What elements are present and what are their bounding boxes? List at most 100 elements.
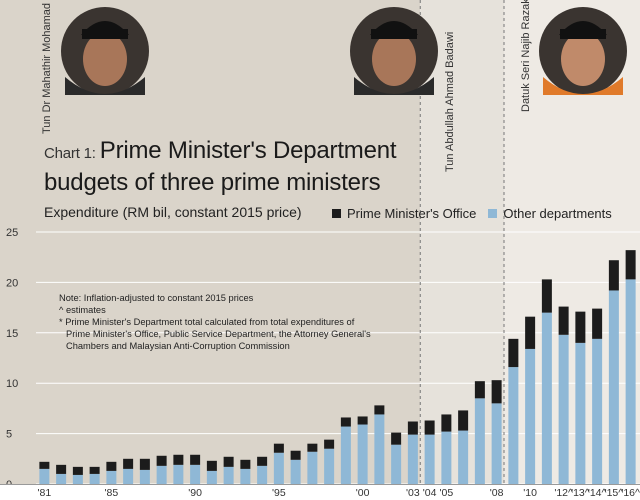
- bar-other-departments: [625, 279, 636, 484]
- bar-pm-office: [508, 338, 519, 368]
- bar-other-departments: [307, 451, 318, 484]
- bar-pm-office: [106, 461, 117, 471]
- legend-item-other: Other departments: [488, 206, 612, 221]
- chart-notes: Note: Inflation-adjusted to constant 201…: [59, 292, 409, 352]
- x-tick-label: '04: [423, 487, 437, 499]
- bar-pm-office: [190, 454, 201, 465]
- pm-name-abdullah: Tun Abdullah Ahmad Badawi: [444, 31, 456, 172]
- note-line: Chambers and Malaysian Anti-Corruption C…: [66, 341, 290, 351]
- x-tick-label: '95: [272, 487, 286, 499]
- note-line: Prime Minister's Office, Public Service …: [66, 329, 371, 339]
- bar-other-departments: [575, 342, 586, 484]
- bar-pm-office: [491, 380, 502, 404]
- bar-other-departments: [324, 448, 335, 484]
- y-tick-label: 20: [6, 277, 18, 289]
- pm-name-najib: Datuk Seri Najib Razak: [520, 0, 532, 112]
- x-tick-label: '00: [356, 487, 370, 499]
- note-line: ^ estimates: [59, 305, 106, 315]
- legend-label-pmo: Prime Minister's Office: [347, 206, 477, 221]
- bar-other-departments: [190, 464, 201, 484]
- x-tick-label: '13^: [571, 487, 590, 499]
- bar-pm-office: [240, 459, 251, 469]
- bar-other-departments: [340, 426, 351, 484]
- bar-pm-office: [173, 454, 184, 465]
- pm-name-mahathir: Tun Dr Mahathir Mohamad: [41, 2, 53, 134]
- bar-other-departments: [273, 452, 284, 484]
- bar-other-departments: [592, 338, 603, 484]
- bar-other-departments: [424, 434, 435, 484]
- bar-pm-office: [558, 306, 569, 335]
- bar-pm-office: [307, 443, 318, 452]
- bar-pm-office: [223, 456, 234, 467]
- x-tick-label: '05: [440, 487, 454, 499]
- legend-item-pmo: Prime Minister's Office: [332, 206, 476, 221]
- bar-other-departments: [374, 414, 385, 484]
- bar-other-departments: [407, 434, 418, 484]
- bar-pm-office: [206, 460, 217, 471]
- bar-pm-office: [592, 308, 603, 339]
- y-tick-label: 25: [6, 227, 18, 239]
- bar-pm-office: [273, 443, 284, 453]
- bar-pm-office: [525, 316, 536, 349]
- x-tick-label: '16^: [621, 487, 640, 499]
- y-tick-label: 5: [6, 429, 12, 441]
- x-tick-label: '90: [188, 487, 202, 499]
- x-tick-label: '15^: [605, 487, 624, 499]
- chart-title: Chart 1: Prime Minister's Department budg…: [44, 136, 444, 197]
- portrait-mahathir: [61, 7, 149, 95]
- chart-number-label: Chart 1:: [44, 145, 96, 162]
- bar-other-departments: [156, 465, 167, 484]
- bar-pm-office: [474, 381, 485, 399]
- bar-other-departments: [257, 465, 268, 484]
- y-axis-label: Expenditure (RM bil, constant 2015 price…: [44, 204, 302, 220]
- portrait-najib: [539, 7, 627, 95]
- bar-other-departments: [508, 367, 519, 484]
- bar-other-departments: [39, 468, 50, 484]
- x-tick-label: '08: [490, 487, 504, 499]
- legend-label-other: Other departments: [503, 206, 612, 221]
- bar-pm-office: [123, 458, 134, 469]
- x-tick-label: '14^: [588, 487, 607, 499]
- bar-pm-office: [541, 279, 552, 313]
- x-tick-label: '81: [38, 487, 52, 499]
- bar-other-departments: [391, 444, 402, 484]
- bar-other-departments: [223, 466, 234, 484]
- x-tick-label: '85: [105, 487, 119, 499]
- bar-other-departments: [558, 334, 569, 484]
- bar-other-departments: [89, 473, 100, 484]
- bar-pm-office: [391, 432, 402, 445]
- note-line: Note: Inflation-adjusted to constant 201…: [59, 293, 254, 303]
- bar-other-departments: [206, 470, 217, 484]
- bar-other-departments: [123, 468, 134, 484]
- chart-title-line2: budgets of three prime ministers: [44, 169, 381, 196]
- legend: Prime Minister's Office Other department…: [332, 206, 624, 221]
- legend-swatch-pmo: [332, 209, 341, 218]
- y-tick-label: 10: [6, 378, 18, 390]
- bar-other-departments: [458, 430, 469, 484]
- bar-pm-office: [608, 260, 619, 291]
- bar-pm-office: [89, 466, 100, 474]
- bar-pm-office: [575, 311, 586, 343]
- bar-other-departments: [72, 474, 83, 484]
- bar-other-departments: [173, 464, 184, 484]
- bar-other-departments: [56, 473, 67, 484]
- bar-pm-office: [39, 461, 50, 469]
- bar-other-departments: [608, 290, 619, 484]
- legend-swatch-other: [488, 209, 498, 218]
- bar-other-departments: [139, 469, 150, 484]
- bar-pm-office: [424, 420, 435, 435]
- bar-pm-office: [324, 439, 335, 449]
- bar-pm-office: [257, 456, 268, 466]
- era-background: [420, 0, 504, 484]
- bar-pm-office: [458, 410, 469, 431]
- bar-other-departments: [290, 459, 301, 484]
- bar-other-departments: [525, 348, 536, 484]
- bar-other-departments: [240, 468, 251, 484]
- bar-pm-office: [357, 416, 368, 425]
- chart-title-line1: Prime Minister's Department: [99, 137, 397, 164]
- bar-pm-office: [72, 466, 83, 475]
- bar-pm-office: [156, 455, 167, 466]
- bar-other-departments: [441, 431, 452, 484]
- x-tick-label: '03: [406, 487, 420, 499]
